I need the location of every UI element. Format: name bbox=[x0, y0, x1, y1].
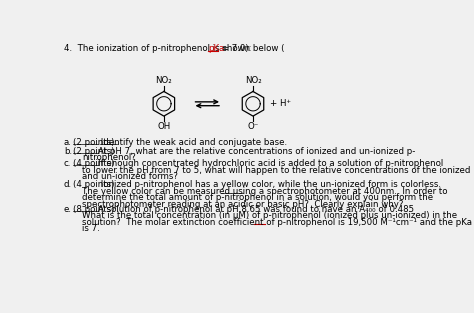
Text: NO₂: NO₂ bbox=[245, 76, 261, 85]
Text: to lower the pH from 7 to 5, what will happen to the relative concentrations of : to lower the pH from 7 to 5, what will h… bbox=[82, 166, 471, 175]
Text: pKa: pKa bbox=[208, 44, 224, 54]
Text: c.: c. bbox=[64, 159, 71, 168]
Text: Ionized p-nitrophenol has a yellow color, while the un-ionized form is colorless: Ionized p-nitrophenol has a yellow color… bbox=[99, 180, 441, 189]
Text: If enough concentrated hydrochloric acid is added to a solution of p-nitrophenol: If enough concentrated hydrochloric acid… bbox=[99, 159, 444, 168]
Text: d.: d. bbox=[64, 180, 72, 189]
Text: nitrophenol?: nitrophenol? bbox=[82, 153, 136, 162]
Text: Identify the weak acid and conjugate base.: Identify the weak acid and conjugate bas… bbox=[99, 138, 288, 147]
Text: + H⁺: + H⁺ bbox=[270, 99, 291, 107]
Text: At pH 7, what are the relative concentrations of ionized and un-ionized p-: At pH 7, what are the relative concentra… bbox=[99, 147, 416, 156]
Text: = 7.0):: = 7.0): bbox=[219, 44, 251, 54]
Text: A solution of p-nitrophenol at pH 8.65 was found to have an A₄₀₀ of 0.485: A solution of p-nitrophenol at pH 8.65 w… bbox=[99, 205, 414, 214]
Text: determine the total amount of p-nitrophenol in a solution, would you perform the: determine the total amount of p-nitrophe… bbox=[82, 193, 434, 202]
Text: spectrophotometer reading at an acidic or basic pH?  Clearly explain why?: spectrophotometer reading at an acidic o… bbox=[82, 200, 404, 209]
Text: (8 points): (8 points) bbox=[73, 205, 115, 214]
Text: (2 points): (2 points) bbox=[73, 147, 115, 156]
Text: is 7.: is 7. bbox=[82, 224, 100, 233]
Text: NO₂: NO₂ bbox=[155, 76, 172, 85]
Text: (4 points): (4 points) bbox=[73, 180, 115, 189]
Text: and un-ionized forms?: and un-ionized forms? bbox=[82, 172, 178, 181]
Text: What is the total concentration (in μM) of p-nitrophenol (ionized plus un-ionize: What is the total concentration (in μM) … bbox=[82, 211, 457, 220]
Text: The yellow color can be measured using a spectrophotometer at 400nm.  In order t: The yellow color can be measured using a… bbox=[82, 187, 448, 196]
Text: (4 points): (4 points) bbox=[73, 159, 115, 168]
Text: OH: OH bbox=[157, 122, 171, 131]
Text: a.: a. bbox=[64, 138, 72, 147]
Text: e.: e. bbox=[64, 205, 72, 214]
Text: (2 points): (2 points) bbox=[73, 138, 115, 147]
Text: solution?  The molar extinction coefficient of p-nitrophenol is 19,500 M⁻¹cm⁻¹ a: solution? The molar extinction coefficie… bbox=[82, 218, 473, 227]
Text: 4.  The ionization of p-nitrophenol is shown below (: 4. The ionization of p-nitrophenol is sh… bbox=[64, 44, 284, 54]
Text: b.: b. bbox=[64, 147, 72, 156]
Text: O⁻: O⁻ bbox=[247, 122, 259, 131]
